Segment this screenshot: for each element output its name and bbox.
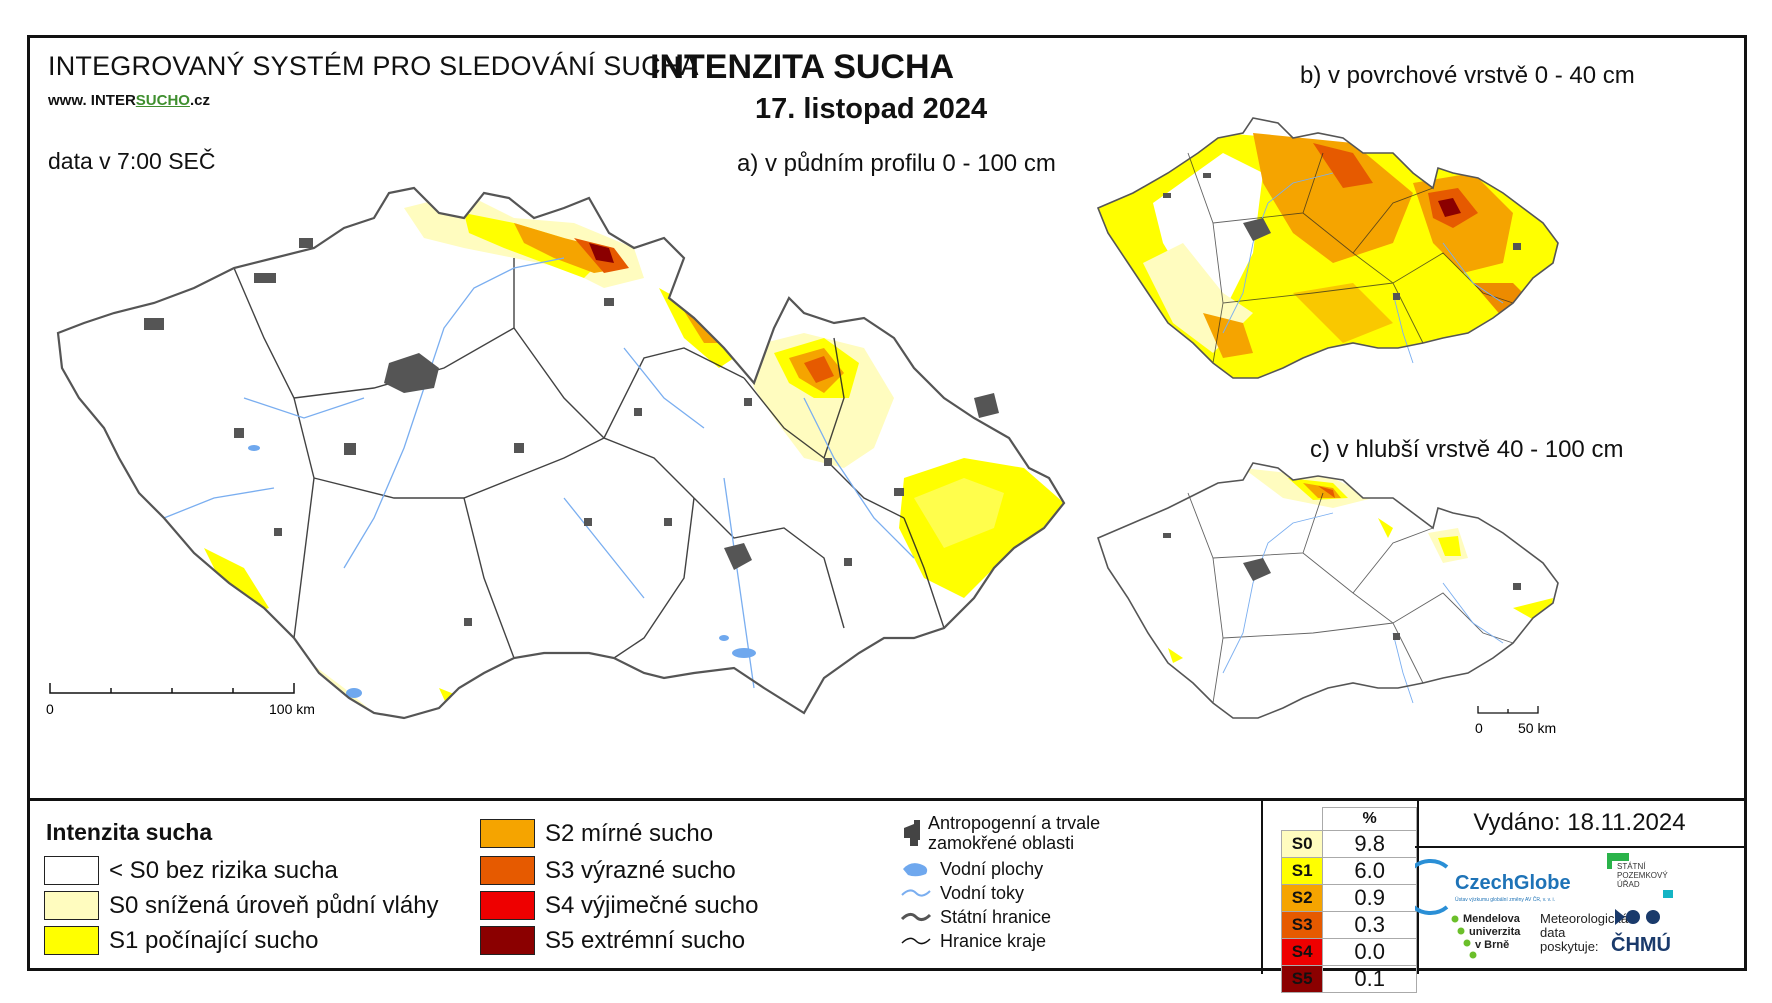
svg-text:Meteorologická: Meteorologická [1540,911,1629,926]
map-a-label: a) v půdním profilu 0 - 100 cm [737,150,1056,177]
svg-text:CzechGlobe: CzechGlobe [1455,872,1571,894]
region-border-icon [901,937,931,945]
percent-row-s2: S2 0.9 [1280,883,1417,912]
scale-bar-main [49,683,295,694]
legend-swatch [44,891,99,920]
website-accent: SUCHO [135,92,190,109]
map-a: 0 100 km [46,186,1066,720]
map-frame: INTEGROVANÝ SYSTÉM PRO SLEDOVÁNÍ SUCHA w… [27,35,1747,993]
legend-symbol-label: Hranice kraje [940,931,1047,951]
legend-swatch [44,926,99,955]
percent-value: 0.0 [1322,937,1417,966]
legend-symbol-urban: Antropogenní a trvale zamokřené oblasti [900,813,1130,853]
map-c-label: c) v hlubší vrstvě 40 - 100 cm [1310,436,1624,463]
legend-class-s3: S3 výrazné sucho [480,856,736,885]
legend-title: Intenzita sucha [46,819,213,845]
percent-class: S3 [1280,910,1324,939]
legend-swatch [480,819,535,848]
date-title: 17. listopad 2024 [755,93,988,125]
map-b [1097,117,1559,379]
scale-main-end: 100 km [269,701,315,717]
data-time: data v 7:00 SEČ [48,148,216,174]
legend-class-s1: S1 počínající sucho [44,926,318,955]
percent-class: S4 [1280,937,1324,966]
scale-small-end: 50 km [1518,720,1556,736]
system-title: INTEGROVANÝ SYSTÉM PRO SLEDOVÁNÍ SUCHA [48,51,699,81]
legend-swatch [480,891,535,920]
svg-text:ÚŘAD: ÚŘAD [1617,880,1640,889]
spu-logo: STÁTNÍ POZEMKOVÝ ÚŘAD [1607,853,1673,898]
legend-symbol-state-border: Státní hranice [900,907,1051,927]
website-prefix: www. INTER [48,92,136,109]
chmu-logo: ČHMÚ [1611,909,1671,956]
percent-value: 0.1 [1322,964,1417,993]
percent-class: S5 [1280,964,1324,993]
legend-swatch [480,856,535,885]
map-b-label: b) v povrchové vrstvě 0 - 40 cm [1300,62,1635,89]
legend-label: S4 výjimečné sucho [545,891,759,919]
percent-class: S2 [1280,883,1324,912]
svg-text:POZEMKOVÝ: POZEMKOVÝ [1617,871,1668,880]
percent-value: 0.3 [1322,910,1417,939]
legend-swatch [480,926,535,955]
svg-text:data: data [1540,925,1566,940]
legend-symbol-region-border: Hranice kraje [900,931,1046,951]
svg-text:v Brně: v Brně [1475,939,1509,951]
website-link[interactable]: www. INTERSUCHO.cz [48,92,210,109]
legend-label: S3 výrazné sucho [545,856,736,884]
legend-label: S0 snížená úroveň půdní vláhy [109,891,439,919]
legend-bar: Intenzita sucha < S0 bez rizika sucha S0… [30,798,1744,993]
legend-swatch [44,856,99,885]
legend-class-s5: S5 extrémní sucho [480,926,745,955]
mendel-logo: Mendelova univerzita v Brně [1451,913,1521,959]
svg-text:poskytuje:: poskytuje: [1540,939,1599,954]
percent-value: 0.9 [1322,883,1417,912]
scale-main-start: 0 [46,701,54,717]
percent-row-s5: S5 0.1 [1280,964,1417,993]
legend-symbol-water: Vodní plochy [900,859,1043,879]
percent-row-s1: S1 6.0 [1280,856,1417,885]
percent-table: % S0 9.8 S1 6.0 S2 0.9 S3 0.3 S4 0.0 S5 0.1 [1261,801,1419,993]
legend-class-s-minus: < S0 bez rizika sucha [44,856,338,885]
percent-row-s4: S4 0.0 [1280,937,1417,966]
legend-symbol-label: Antropogenní a trvale zamokřené oblasti [928,813,1101,853]
svg-text:STÁTNÍ: STÁTNÍ [1617,862,1646,871]
percent-class: S0 [1280,829,1324,858]
website-suffix: .cz [189,92,210,109]
legend-label: S5 extrémní sucho [545,926,746,954]
legend-symbol-label: Vodní toky [940,883,1025,903]
percent-row-s3: S3 0.3 [1280,910,1417,939]
legend-symbol-river: Vodní toky [900,883,1024,903]
legend-class-s2: S2 mírné sucho [480,819,713,848]
main-title: INTENZITA SUCHA [650,48,955,86]
percent-value: 6.0 [1322,856,1417,885]
scale-small-start: 0 [1475,720,1483,736]
legend-class-s0: S0 snížená úroveň půdní vláhy [44,891,439,920]
percent-class: S1 [1280,856,1324,885]
urban-area-icon [904,820,920,846]
issued-date: Vydáno: 18.11.2024 [1415,801,1744,848]
legend-symbol-label: Vodní plochy [940,859,1044,879]
scale-bar-small [1477,706,1539,714]
state-border-icon [900,912,932,922]
map-c: 0 50 km [1097,462,1559,736]
legend-label: < S0 bez rizika sucha [109,856,338,884]
svg-text:Ústav výzkumu globální změny A: Ústav výzkumu globální změny AV ČR, v. v… [1455,896,1555,903]
czechglobe-logo: CzechGlobe Ústav výzkumu globální změny … [1402,859,1571,915]
partner-logos: CzechGlobe Ústav výzkumu globální změny … [1402,847,1744,974]
svg-text:univerzita: univerzita [1469,926,1521,938]
percent-row-s0: S0 9.8 [1280,829,1417,858]
legend-symbol-label: Státní hranice [940,907,1052,927]
meteo-provider-text: Meteorologická data poskytuje: [1540,911,1629,954]
svg-text:ČHMÚ: ČHMÚ [1611,932,1671,956]
legend-class-s4: S4 výjimečné sucho [480,891,758,920]
percent-header: % [1322,807,1417,831]
legend-label: S2 mírné sucho [545,819,714,847]
legend-label: S1 počínající sucho [109,926,319,954]
percent-value: 9.8 [1322,829,1417,858]
svg-text:Mendelova: Mendelova [1463,913,1521,925]
water-body-icon [903,863,928,877]
river-icon [901,889,931,897]
